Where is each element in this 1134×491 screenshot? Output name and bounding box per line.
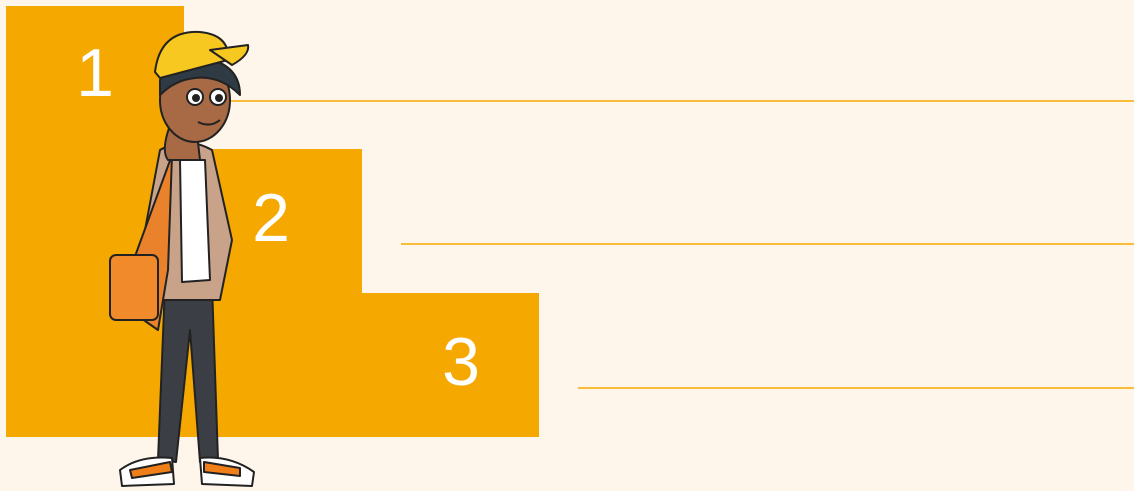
page: 1 2 3 (() => { const data = JSON.parse(d…: [0, 0, 1134, 491]
step-number: 2: [252, 180, 290, 256]
step-number: 3: [442, 324, 480, 400]
stairs-diagram: 1 2 3: [0, 0, 1134, 491]
step-number: 1: [76, 35, 114, 111]
